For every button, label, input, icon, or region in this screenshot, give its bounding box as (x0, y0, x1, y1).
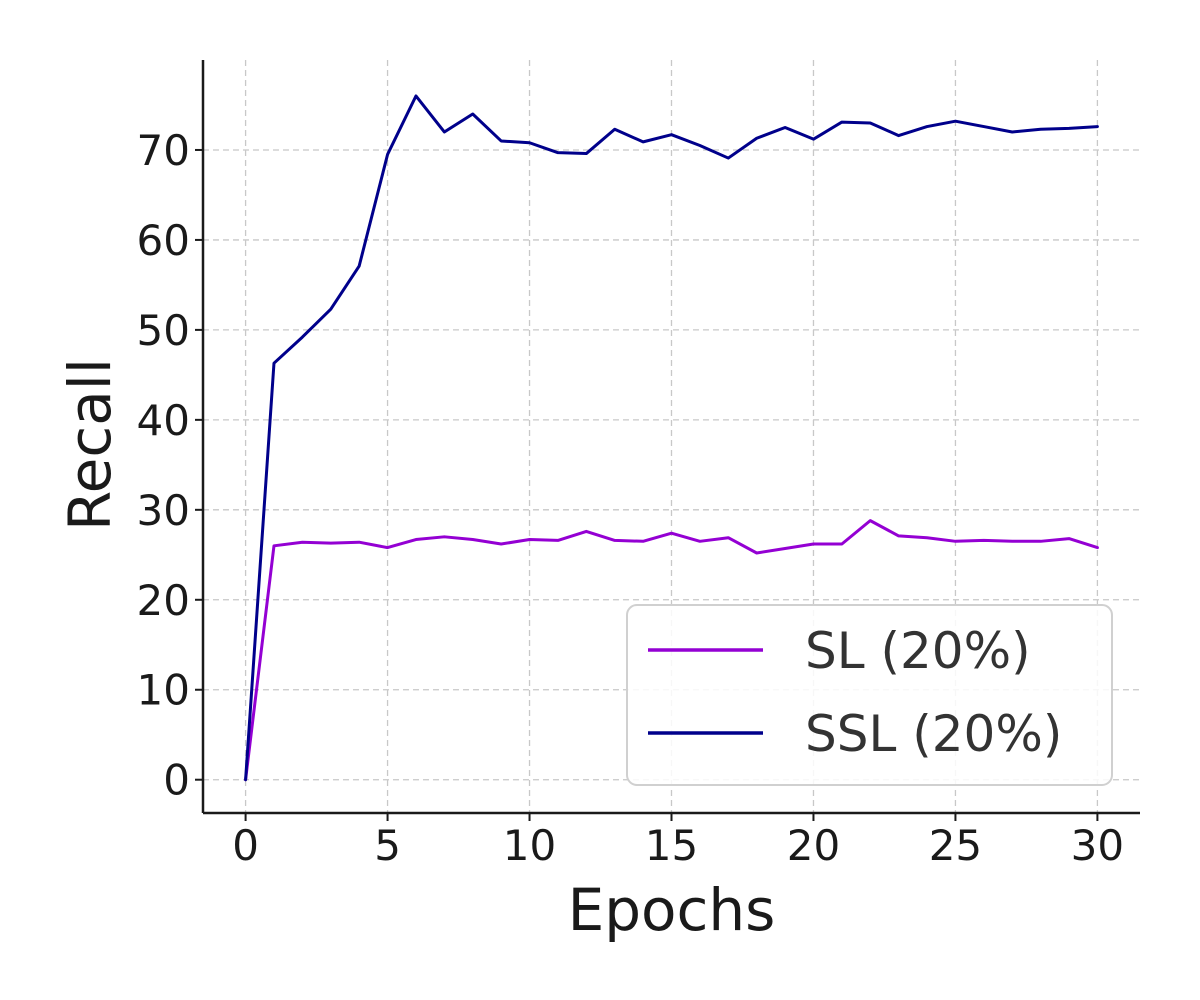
x-tick-label: 30 (1071, 821, 1124, 870)
x-tick-label: 15 (645, 821, 698, 870)
y-tick-label: 20 (137, 576, 190, 625)
series-line-sl (244, 519, 1099, 782)
legend-label-sl: SL (20%) (805, 622, 1031, 680)
y-tick-label: 60 (137, 216, 190, 265)
y-tick-label: 30 (137, 486, 190, 535)
x-axis-title: Epochs (568, 876, 776, 944)
series-line-ssl (244, 94, 1099, 782)
y-tick-label: 70 (137, 126, 190, 175)
series (244, 94, 1099, 782)
x-tick-label: 5 (374, 821, 401, 870)
x-tick-label: 0 (232, 821, 259, 870)
x-tick-label: 20 (787, 821, 840, 870)
legend-label-ssl: SSL (20%) (805, 705, 1062, 763)
y-axis-title: Recall (56, 358, 124, 531)
y-tick-label: 40 (137, 396, 190, 445)
x-tick-label: 10 (503, 821, 556, 870)
y-tick-label: 50 (137, 306, 190, 355)
x-tick-label: 25 (929, 821, 982, 870)
y-tick-label: 10 (137, 666, 190, 715)
ticks: 0 5 10 15 20 25 30 0 10 20 30 40 50 60 70 (137, 126, 1125, 870)
y-tick-label: 0 (163, 756, 190, 805)
legend: SL (20%) SSL (20%) (626, 604, 1113, 786)
